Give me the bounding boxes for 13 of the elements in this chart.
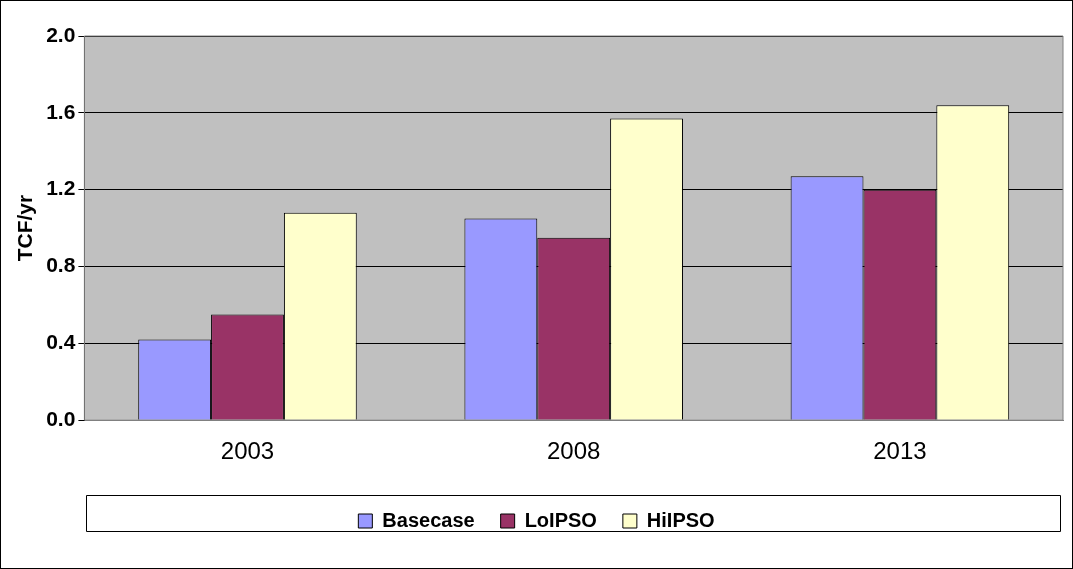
x-tick-label: 2013 (873, 437, 927, 465)
y-tick-label: 0.8 (46, 253, 76, 277)
legend-label: HiIPSO (646, 508, 715, 531)
y-tick-label: 1.2 (46, 176, 76, 200)
legend-label: LoIPSO (524, 508, 597, 531)
x-tick-label: 2008 (547, 437, 601, 465)
y-tick-label: 1.6 (46, 99, 76, 123)
x-tick-label: 2003 (220, 437, 275, 465)
y-axis-title: TCF/yr (13, 194, 37, 262)
legend-label: Basecase (382, 508, 475, 531)
y-tick-label: 2.0 (46, 22, 76, 46)
y-tick-label: 0.0 (46, 407, 76, 430)
y-tick-label: 0.4 (46, 330, 76, 354)
